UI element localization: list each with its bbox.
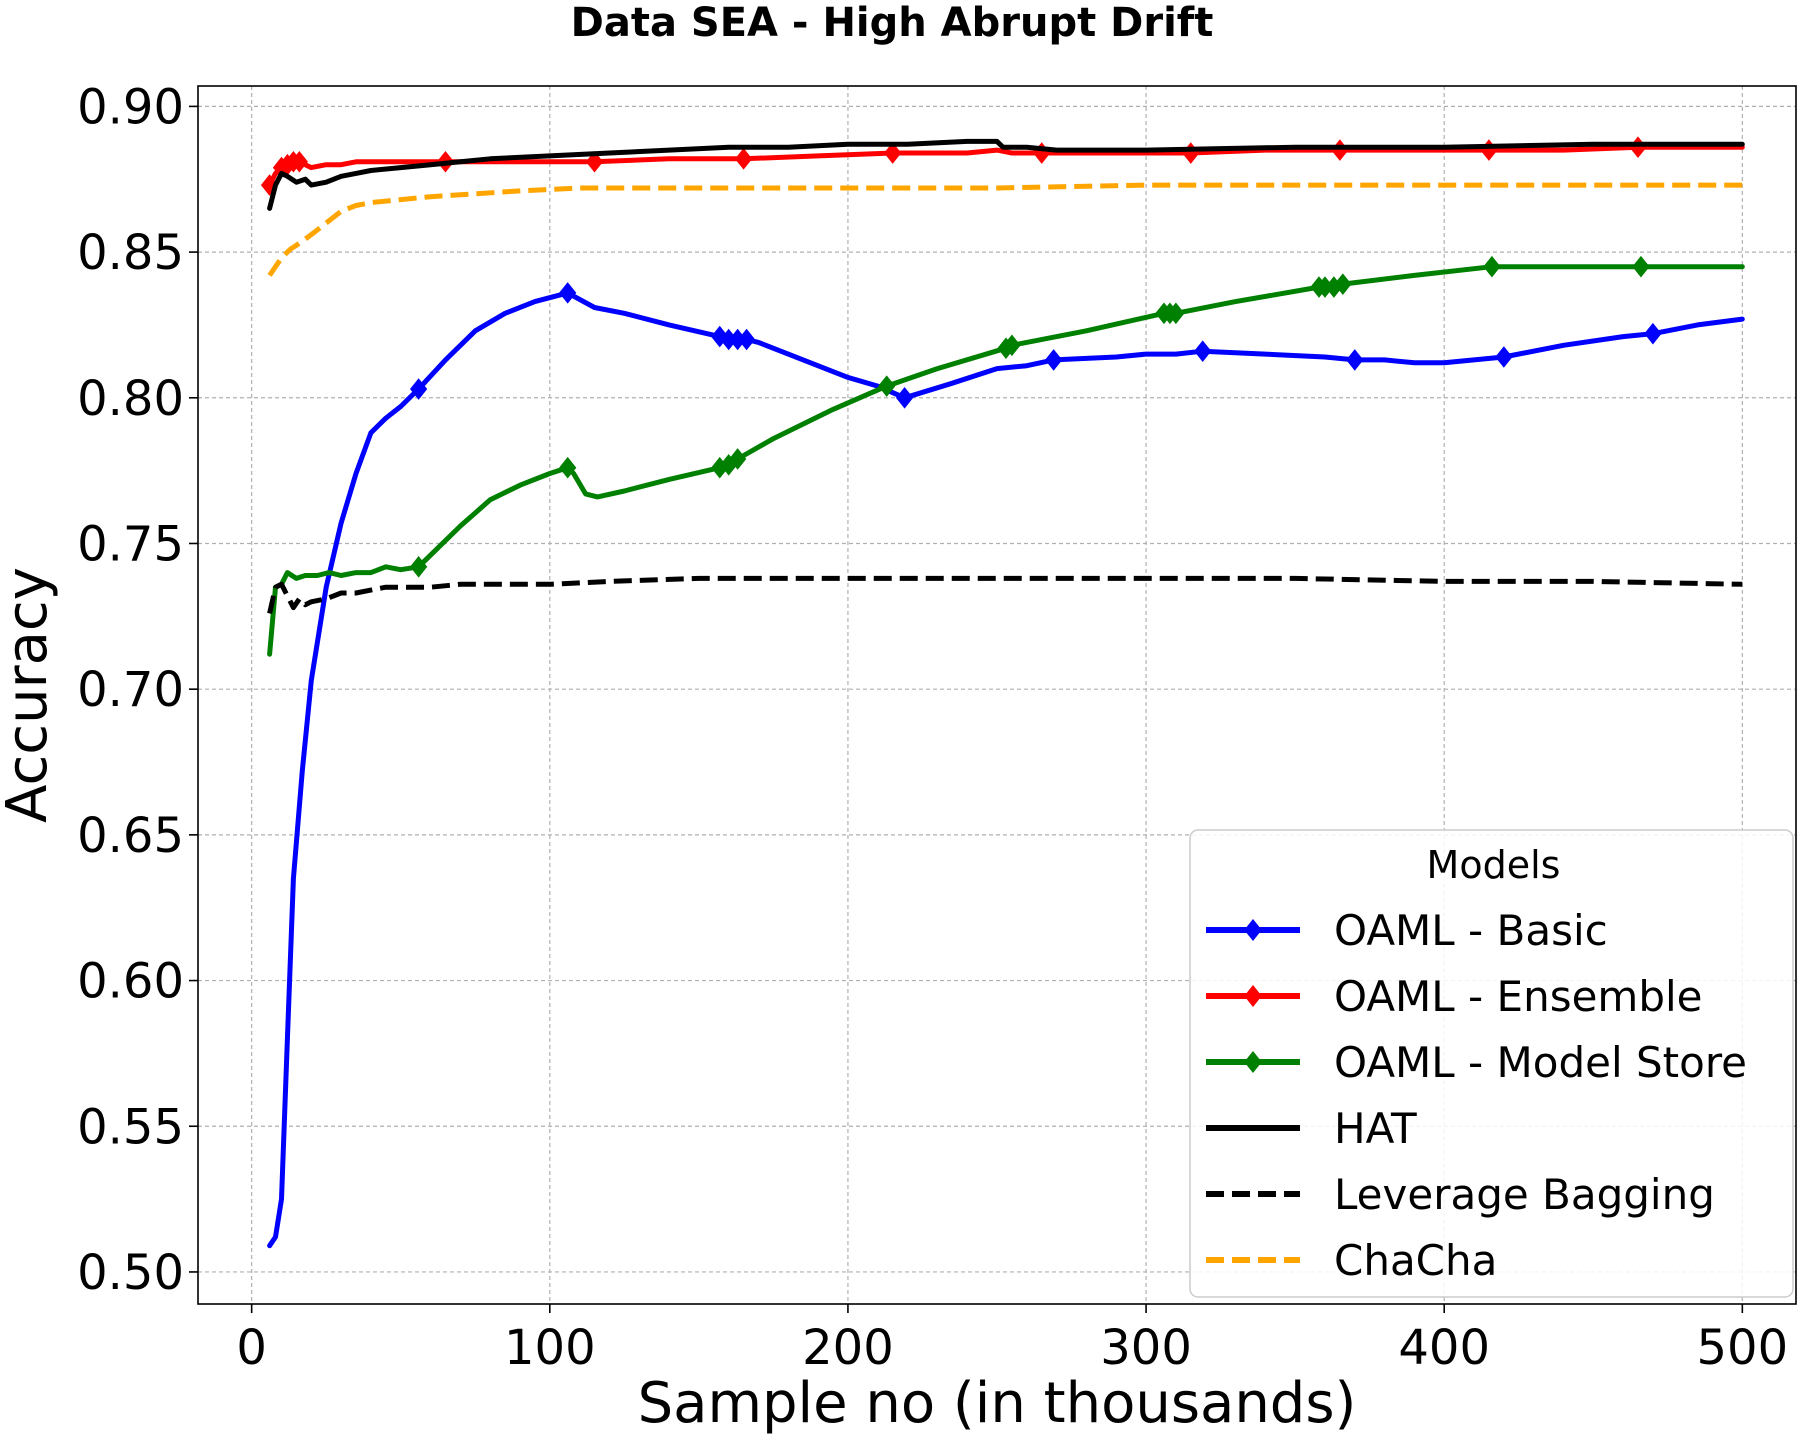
series-oaml-model-store xyxy=(267,255,1745,657)
y-tick-label: 0.85 xyxy=(77,225,184,281)
legend-items: OAML - Basic OAML - Ensemble OAML - Model … xyxy=(1206,906,1747,1285)
series-marker xyxy=(1644,322,1662,345)
y-tick-label: 0.60 xyxy=(77,954,184,1010)
legend-item-leverage-bagging: Leverage Bagging xyxy=(1206,1170,1715,1219)
legend-label: OAML - Ensemble xyxy=(1334,972,1703,1021)
x-tick-label: 300 xyxy=(1100,1320,1192,1376)
series-oaml-basic xyxy=(267,282,1745,1249)
legend-item-chacha: ChaCha xyxy=(1206,1236,1497,1285)
series-marker xyxy=(1003,334,1021,357)
legend-label: Leverage Bagging xyxy=(1334,1170,1715,1219)
y-tick-label: 0.50 xyxy=(77,1245,184,1301)
series-marker xyxy=(1495,346,1513,368)
series-marker xyxy=(1045,349,1063,371)
series-marker xyxy=(585,150,604,173)
series-marker xyxy=(737,328,756,351)
series-line xyxy=(267,138,1745,211)
series-marker xyxy=(1167,302,1185,325)
axis-ticks: 0 100 200 300 400 500 0.50 0.55 0.60 0.65 0.70 0.75… xyxy=(77,79,1788,1376)
series-marker xyxy=(1334,273,1352,295)
x-tick-label: 0 xyxy=(236,1320,267,1376)
series-line xyxy=(267,182,1743,277)
series-line xyxy=(267,575,1743,614)
y-tick-label: 0.70 xyxy=(77,662,184,718)
y-tick-label: 0.75 xyxy=(77,516,184,572)
legend-item-hat: HAT xyxy=(1206,1104,1417,1153)
legend-marker xyxy=(1244,919,1262,941)
y-tick-label: 0.90 xyxy=(77,79,184,135)
series-marker xyxy=(1483,255,1501,278)
series-marker xyxy=(1346,349,1364,371)
x-tick-label: 100 xyxy=(504,1320,596,1376)
legend-label: ChaCha xyxy=(1334,1236,1497,1285)
legend-item-oaml-basic: OAML - Basic xyxy=(1206,906,1608,955)
series-marker xyxy=(734,148,753,170)
series-chacha xyxy=(267,182,1743,277)
x-tick-label: 200 xyxy=(802,1320,894,1376)
series-marker xyxy=(409,378,428,400)
legend-marker xyxy=(1244,985,1262,1007)
chart-title: Data SEA - High Abrupt Drift xyxy=(571,0,1214,46)
series-lines xyxy=(260,136,1745,1249)
series-marker xyxy=(728,448,747,470)
y-tick-label: 0.80 xyxy=(77,371,184,427)
legend-label: OAML - Model Store xyxy=(1334,1038,1747,1087)
legend-label: OAML - Basic xyxy=(1334,906,1608,955)
series-hat xyxy=(267,138,1745,211)
plot-frame xyxy=(197,85,1797,1305)
y-axis-title: Accuracy xyxy=(0,567,60,823)
legend-item-oaml-model-store: OAML - Model Store xyxy=(1206,1038,1747,1087)
x-axis-title: Sample no (in thousands) xyxy=(638,1371,1357,1436)
series-marker xyxy=(1194,340,1212,362)
series-marker xyxy=(884,142,902,164)
legend-title: Models xyxy=(1427,843,1561,887)
x-tick-label: 500 xyxy=(1697,1320,1789,1376)
series-marker xyxy=(559,282,577,304)
x-tick-label: 400 xyxy=(1398,1320,1490,1376)
series-marker xyxy=(878,375,896,397)
legend-label: HAT xyxy=(1334,1104,1417,1153)
series-marker xyxy=(559,456,577,479)
series-marker xyxy=(895,386,914,409)
y-tick-label: 0.65 xyxy=(77,808,184,864)
series-marker xyxy=(409,555,428,578)
series-leverage-bagging xyxy=(267,575,1743,614)
series-marker xyxy=(290,150,309,173)
legend-marker xyxy=(1244,1051,1262,1073)
y-tick-label: 0.55 xyxy=(77,1099,184,1155)
legend-item-oaml-ensemble: OAML - Ensemble xyxy=(1206,972,1703,1021)
series-marker xyxy=(1632,255,1650,278)
legend-box xyxy=(1189,829,1794,1298)
